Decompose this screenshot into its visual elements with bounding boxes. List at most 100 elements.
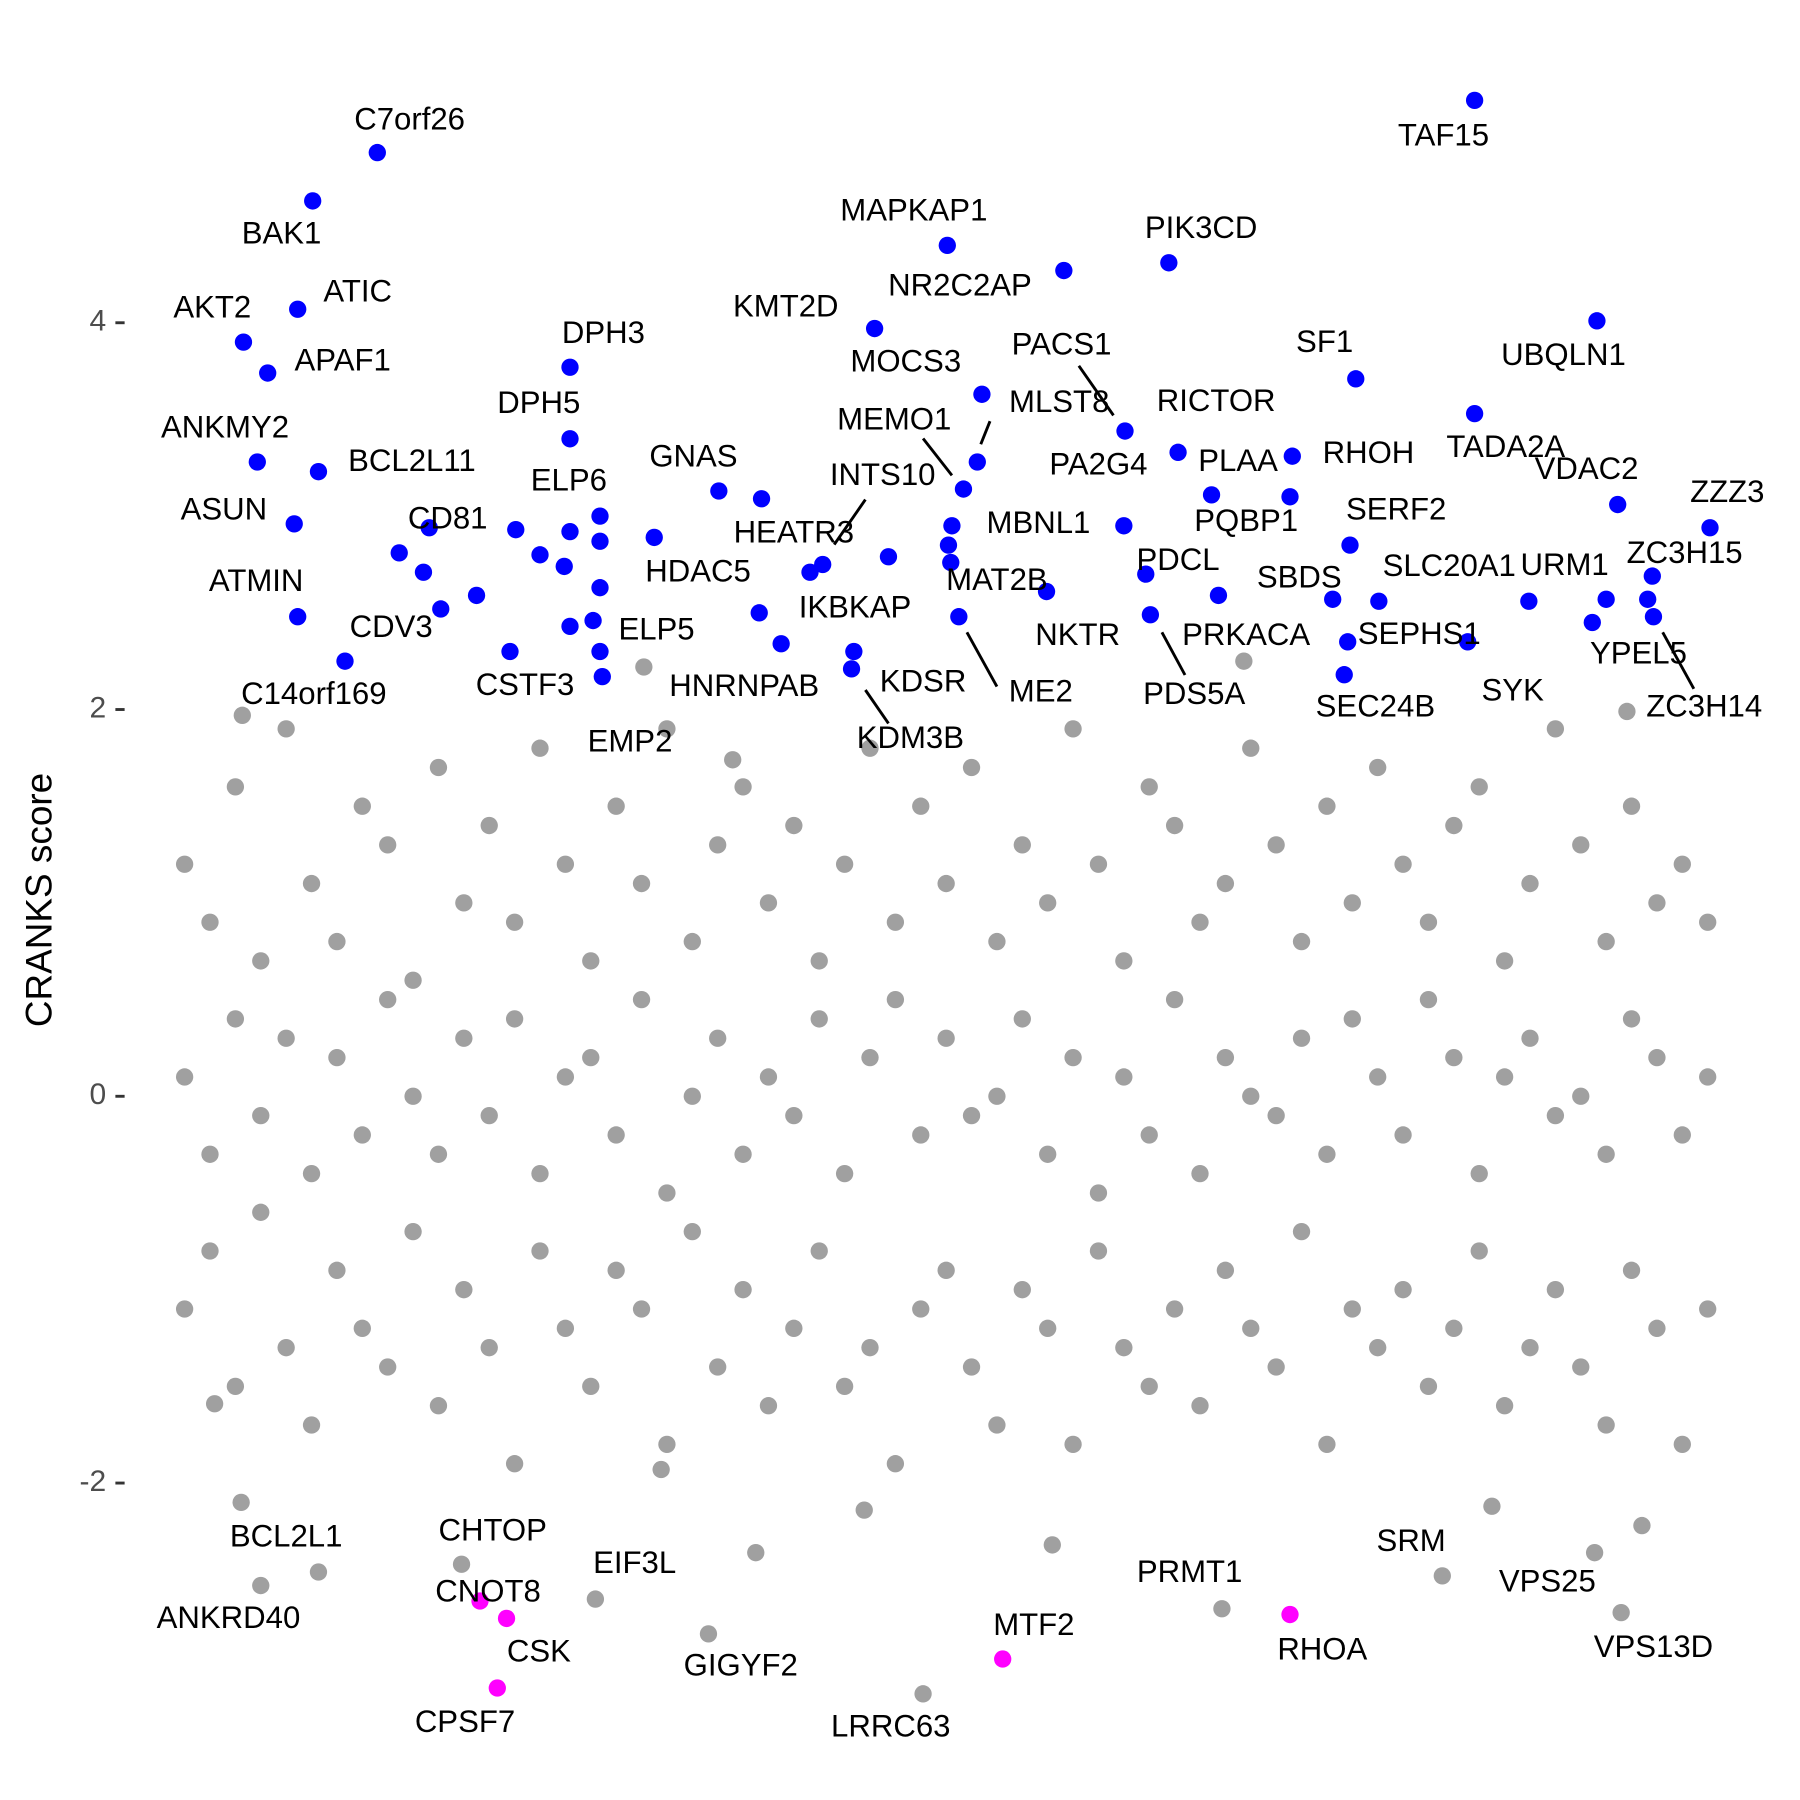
point <box>1267 1106 1285 1125</box>
point <box>973 385 991 403</box>
point <box>1572 836 1590 854</box>
point-label: PRKACA <box>1182 617 1310 652</box>
point <box>1648 894 1666 912</box>
point <box>1572 1087 1590 1105</box>
point-label: C14orf169 <box>241 676 386 711</box>
point <box>455 1281 473 1299</box>
point <box>1160 254 1178 272</box>
point-label: CDV3 <box>350 609 433 644</box>
point <box>252 1106 270 1125</box>
point <box>937 1029 955 1047</box>
point <box>1165 990 1184 1009</box>
point-label: URM1 <box>1520 547 1608 582</box>
point <box>1216 1261 1235 1279</box>
point <box>1281 1605 1299 1624</box>
point <box>1597 1416 1615 1434</box>
point <box>586 1590 605 1608</box>
point <box>1292 1029 1311 1047</box>
point-label: HNRNPAB <box>669 668 819 703</box>
point <box>785 816 803 835</box>
y-axis-title: CRANKS score <box>18 773 59 1027</box>
point <box>912 797 930 815</box>
point <box>582 1048 600 1067</box>
point <box>328 1261 346 1279</box>
point <box>710 482 728 500</box>
point <box>175 855 194 873</box>
y-tick-label: 0 <box>89 1078 106 1111</box>
point <box>1037 582 1056 601</box>
point <box>1521 874 1539 893</box>
point <box>865 319 884 338</box>
point <box>1701 519 1719 537</box>
point <box>379 836 397 854</box>
point <box>994 1650 1012 1668</box>
point <box>962 1106 981 1125</box>
point <box>414 563 433 581</box>
point-label: ANKRD40 <box>157 1600 301 1635</box>
point <box>845 642 863 661</box>
point <box>1064 1048 1082 1067</box>
point <box>1465 91 1484 110</box>
point-label: ZC3H15 <box>1627 535 1743 570</box>
point <box>939 536 958 554</box>
point <box>886 990 905 1009</box>
point <box>1115 1068 1133 1086</box>
point <box>1318 1145 1336 1163</box>
leader-line <box>1661 631 1696 690</box>
point <box>835 1164 854 1183</box>
point <box>248 453 266 471</box>
point <box>937 1261 955 1279</box>
y-tick-label: 2 <box>89 691 106 724</box>
point <box>1470 1164 1488 1183</box>
point <box>962 1358 981 1376</box>
point <box>962 758 981 777</box>
point <box>747 1544 765 1562</box>
point <box>561 617 579 636</box>
point <box>886 913 905 931</box>
point <box>914 1685 932 1703</box>
y-tick-label: 4 <box>89 305 106 338</box>
point <box>328 932 346 951</box>
point <box>1013 836 1031 854</box>
point <box>734 778 752 796</box>
point-label: ASUN <box>181 491 268 526</box>
point <box>591 642 609 661</box>
point <box>1622 1010 1641 1028</box>
point <box>1343 1300 1361 1318</box>
point <box>302 1164 321 1183</box>
point <box>1339 633 1357 651</box>
point <box>1039 894 1057 912</box>
point <box>505 913 524 931</box>
point <box>1292 1222 1311 1241</box>
point <box>1202 486 1221 504</box>
point <box>1673 1435 1691 1454</box>
point-label: PACS1 <box>1012 326 1112 361</box>
point-label: MBNL1 <box>987 505 1091 540</box>
point-label: GIGYF2 <box>684 1648 798 1683</box>
point <box>1089 1184 1108 1202</box>
point <box>1633 1516 1651 1535</box>
point-label: CHTOP <box>438 1513 546 1548</box>
point <box>252 1203 270 1221</box>
point-label: NR2C2AP <box>888 268 1032 303</box>
point <box>259 364 277 382</box>
point <box>1394 1281 1412 1299</box>
point <box>658 1435 676 1454</box>
point <box>1495 1068 1514 1086</box>
point-label: ZZZ3 <box>1690 474 1764 509</box>
point <box>328 1048 346 1067</box>
point <box>658 1184 676 1202</box>
point-label: PA2G4 <box>1049 446 1147 481</box>
point <box>1216 1048 1235 1067</box>
point <box>1283 447 1301 465</box>
point <box>531 546 549 564</box>
point <box>379 1358 397 1376</box>
point-label: HDAC5 <box>645 554 751 589</box>
point <box>1394 855 1412 873</box>
leader-line <box>1160 631 1187 676</box>
point-label: PRMT1 <box>1137 1554 1243 1589</box>
point <box>531 1242 549 1260</box>
point <box>309 1563 328 1581</box>
point-label: SLC20A1 <box>1383 548 1516 583</box>
point-label: VDAC2 <box>1535 451 1639 486</box>
